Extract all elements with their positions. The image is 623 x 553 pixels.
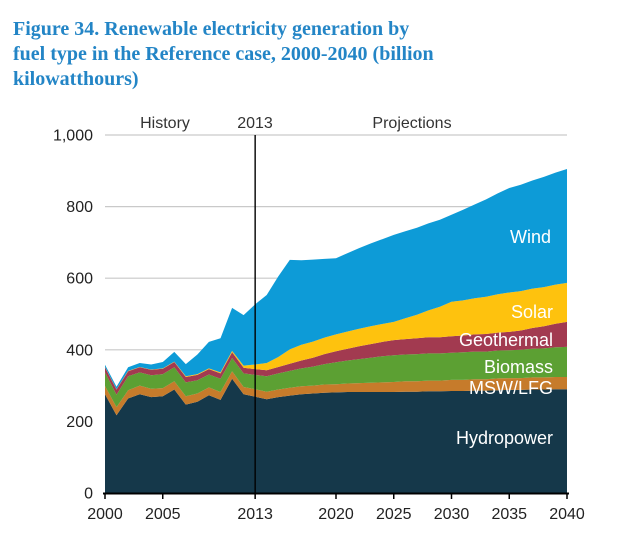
x-tick-label-2005: 2005 — [145, 506, 181, 523]
series-label-solar: Solar — [511, 302, 553, 322]
series-label-geothermal: Geothermal — [459, 330, 553, 350]
x-tick-label-2020: 2020 — [318, 506, 354, 523]
x-axis-tick-labels: 2000 2005 2013 2020 2025 2030 2035 2040 — [87, 506, 585, 523]
figure-title-line-2: fuel type in the Reference case, 2000-20… — [13, 43, 434, 65]
header-label-history: History — [140, 115, 190, 132]
y-tick-label-600: 600 — [66, 271, 93, 288]
figure-title-line-3: kilowatthours) — [13, 68, 139, 90]
figure-title-line-1: Figure 34. Renewable electricity generat… — [13, 18, 410, 40]
area-biomass — [105, 346, 567, 408]
x-tick-label-2035: 2035 — [491, 506, 527, 523]
y-tick-label-1000: 1,000 — [53, 128, 93, 145]
area-hydropower — [105, 378, 567, 493]
header-label-projections: Projections — [372, 115, 451, 132]
area-wind — [105, 169, 567, 390]
x-tick-label-2025: 2025 — [376, 506, 412, 523]
x-tick-label-2040: 2040 — [549, 506, 585, 523]
x-tick-label-2013: 2013 — [237, 506, 273, 523]
area-solar — [105, 282, 567, 390]
series-label-wind: Wind — [510, 227, 551, 247]
series-label-msw-lfg: MSW/LFG — [469, 378, 553, 398]
y-axis-tick-labels: 0 200 400 600 800 1,000 — [53, 128, 93, 503]
series-label-biomass: Biomass — [484, 357, 553, 377]
x-tick-label-2000: 2000 — [87, 506, 123, 523]
y-tick-label-200: 200 — [66, 414, 93, 431]
y-tick-label-0: 0 — [84, 486, 93, 503]
x-axis-ticks — [104, 493, 568, 499]
area-msw-lfg — [105, 371, 567, 416]
stacked-areas — [105, 169, 567, 493]
header-label-2013: 2013 — [237, 115, 273, 132]
y-tick-label-800: 800 — [66, 199, 93, 216]
y-tick-label-400: 400 — [66, 342, 93, 359]
area-geothermal — [105, 321, 567, 395]
x-tick-label-2030: 2030 — [434, 506, 470, 523]
figure-title: Figure 34. Renewable electricity generat… — [13, 17, 593, 92]
series-label-hydropower: Hydropower — [456, 428, 553, 448]
